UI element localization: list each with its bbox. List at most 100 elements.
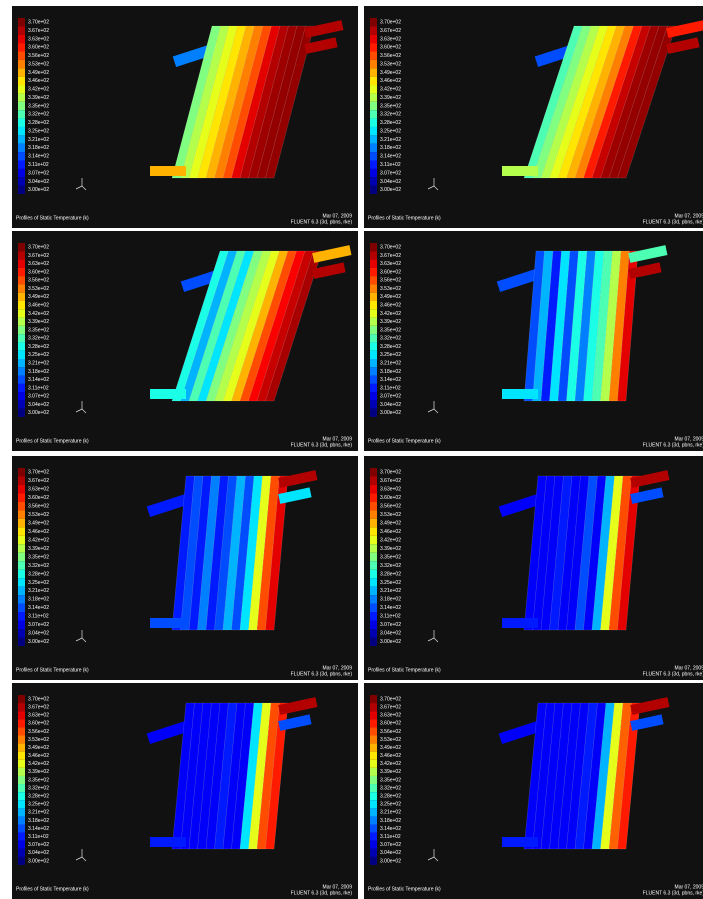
colorbar-label: 3.53e+02 bbox=[28, 286, 49, 292]
colorbar-swatch bbox=[370, 493, 377, 501]
colorbar-label: 3.00e+02 bbox=[380, 410, 401, 416]
colorbar-label: 3.04e+02 bbox=[28, 179, 49, 185]
contour-panel: 3.70e+023.67e+023.63e+023.60e+023.56e+02… bbox=[364, 6, 703, 228]
colorbar-label: 3.60e+02 bbox=[380, 495, 401, 501]
colorbar-label: 3.60e+02 bbox=[380, 721, 401, 727]
colorbar-swatch bbox=[18, 68, 25, 76]
colorbar-label: 3.46e+02 bbox=[380, 753, 401, 759]
colorbar-label: 3.39e+02 bbox=[28, 95, 49, 101]
colorbar-swatch bbox=[370, 60, 377, 68]
colorbar-label: 3.00e+02 bbox=[380, 639, 401, 645]
colorbar-swatch bbox=[370, 160, 377, 168]
colorbar-swatch bbox=[18, 135, 25, 143]
colorbar-swatch bbox=[370, 792, 377, 800]
colorbar-label: 3.07e+02 bbox=[28, 394, 49, 400]
colorbar-label: 3.49e+02 bbox=[28, 745, 49, 751]
colorbar-swatch bbox=[370, 612, 377, 620]
colorbar-swatch bbox=[18, 243, 25, 251]
colorbar-swatch bbox=[370, 367, 377, 375]
colorbar-swatch bbox=[370, 359, 377, 367]
colorbar-swatch bbox=[370, 169, 377, 177]
colorbar-swatch bbox=[18, 638, 25, 646]
colorbar-label: 3.18e+02 bbox=[380, 369, 401, 375]
colorbar-label: 3.25e+02 bbox=[28, 352, 49, 358]
colorbar-swatch bbox=[18, 342, 25, 350]
colorbar-label: 3.04e+02 bbox=[380, 631, 401, 637]
colorbar-label: 3.70e+02 bbox=[380, 20, 401, 26]
panel-solver: FLUENT 6.3 (3d, pbns, rke) bbox=[643, 442, 703, 448]
colorbar-swatch bbox=[18, 367, 25, 375]
colorbar-label: 3.35e+02 bbox=[28, 554, 49, 560]
colorbar-label: 3.56e+02 bbox=[380, 729, 401, 735]
colorbar-label: 3.63e+02 bbox=[28, 487, 49, 493]
colorbar-swatch bbox=[18, 760, 25, 768]
colorbar-swatch bbox=[370, 127, 377, 135]
colorbar-swatch bbox=[370, 85, 377, 93]
colorbar-swatch bbox=[18, 26, 25, 34]
colorbar-swatch bbox=[18, 152, 25, 160]
contour-figure: 3.70e+02 3.67e+02 3.63e+02 3.60e+02 3.56e+02… bbox=[0, 0, 703, 899]
colorbar-label: 3.11e+02 bbox=[28, 834, 49, 840]
colorbar-label: 3.39e+02 bbox=[380, 546, 401, 552]
panel-solver: FLUENT 6.3 (3d, pbns, rke) bbox=[291, 442, 353, 448]
colorbar-swatch bbox=[370, 841, 377, 849]
colorbar-swatch bbox=[18, 186, 25, 194]
colorbar-label: 3.00e+02 bbox=[28, 187, 49, 193]
foot-pipe bbox=[502, 389, 538, 399]
colorbar-swatch bbox=[370, 243, 377, 251]
colorbar-swatch bbox=[370, 326, 377, 334]
colorbar-label: 3.56e+02 bbox=[28, 278, 49, 284]
colorbar-label: 3.28e+02 bbox=[380, 571, 401, 577]
colorbar-swatch bbox=[370, 604, 377, 612]
colorbar-label: 3.25e+02 bbox=[28, 802, 49, 808]
colorbar-swatch bbox=[18, 476, 25, 484]
colorbar-swatch bbox=[18, 351, 25, 359]
colorbar-label: 3.11e+02 bbox=[28, 385, 49, 391]
colorbar-label: 3.14e+02 bbox=[380, 605, 401, 611]
colorbar-label: 3.00e+02 bbox=[380, 187, 401, 193]
colorbar-swatch bbox=[370, 587, 377, 595]
contour-panel: 3.70e+023.67e+023.63e+023.60e+023.56e+02… bbox=[364, 231, 703, 451]
colorbar-label: 3.49e+02 bbox=[380, 520, 401, 526]
colorbar-swatch bbox=[370, 744, 377, 752]
colorbar-label: 3.35e+02 bbox=[28, 103, 49, 109]
colorbar-label: 3.60e+02 bbox=[380, 45, 401, 51]
colorbar-swatch bbox=[18, 127, 25, 135]
colorbar-label: 3.21e+02 bbox=[28, 588, 49, 594]
colorbar-label: 3.07e+02 bbox=[380, 842, 401, 848]
colorbar-swatch bbox=[18, 544, 25, 552]
colorbar-label: 3.18e+02 bbox=[380, 145, 401, 151]
colorbar-label: 3.04e+02 bbox=[28, 850, 49, 856]
colorbar-label: 3.53e+02 bbox=[28, 512, 49, 518]
colorbar-label: 3.42e+02 bbox=[380, 87, 401, 93]
colorbar-label: 3.21e+02 bbox=[380, 360, 401, 366]
colorbar-swatch bbox=[18, 784, 25, 792]
colorbar-label: 3.21e+02 bbox=[380, 588, 401, 594]
colorbar-label: 3.18e+02 bbox=[380, 818, 401, 824]
panel-caption: Profiles of Static Temperature (k) bbox=[16, 215, 89, 221]
colorbar-label: 3.11e+02 bbox=[380, 834, 401, 840]
colorbar-swatch bbox=[370, 268, 377, 276]
colorbar-swatch bbox=[18, 251, 25, 259]
colorbar-label: 3.04e+02 bbox=[28, 402, 49, 408]
colorbar-label: 3.53e+02 bbox=[380, 737, 401, 743]
colorbar-swatch bbox=[18, 400, 25, 408]
colorbar-label: 3.56e+02 bbox=[28, 729, 49, 735]
colorbar-swatch bbox=[370, 144, 377, 152]
colorbar-label: 3.32e+02 bbox=[380, 785, 401, 791]
foot-pipe bbox=[150, 837, 186, 847]
colorbar-swatch bbox=[18, 144, 25, 152]
colorbar-label: 3.18e+02 bbox=[28, 597, 49, 603]
panel-solver: FLUENT 6.3 (3d, pbns, rke) bbox=[643, 671, 703, 677]
colorbar-swatch bbox=[18, 857, 25, 865]
colorbar-label: 3.28e+02 bbox=[380, 120, 401, 126]
colorbar-label: 3.56e+02 bbox=[380, 278, 401, 284]
colorbar-swatch bbox=[18, 570, 25, 578]
colorbar-swatch bbox=[18, 711, 25, 719]
colorbar-swatch bbox=[18, 409, 25, 417]
colorbar-label: 3.39e+02 bbox=[380, 319, 401, 325]
colorbar-swatch bbox=[370, 595, 377, 603]
colorbar-label: 3.67e+02 bbox=[28, 478, 49, 484]
colorbar-label: 3.25e+02 bbox=[28, 580, 49, 586]
colorbar-swatch bbox=[370, 77, 377, 85]
